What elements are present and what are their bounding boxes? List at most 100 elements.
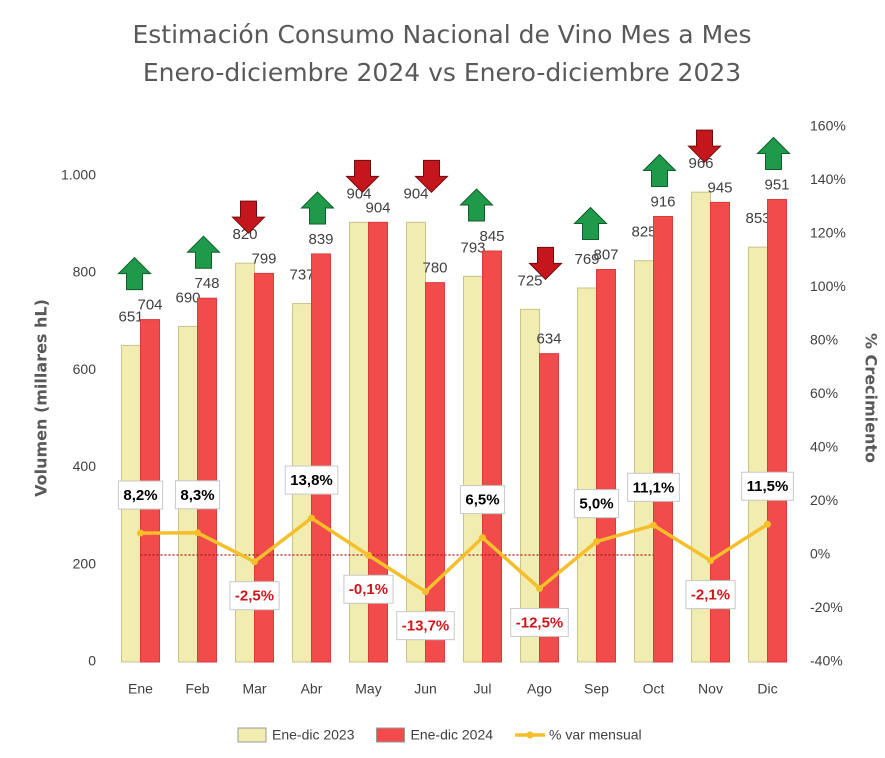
legend-swatch xyxy=(376,727,406,743)
pct-label-group: -2,5% xyxy=(229,581,280,611)
bar-value-label: 904 xyxy=(403,185,428,202)
bar xyxy=(311,253,331,663)
x-tick-label: Dic xyxy=(757,681,777,697)
y2-tick-label: 160% xyxy=(810,118,846,134)
pct-label: 11,5% xyxy=(747,478,789,495)
line-point xyxy=(479,534,486,542)
trend-arrow xyxy=(642,153,677,187)
line-point xyxy=(764,520,771,528)
bar xyxy=(254,272,274,663)
legend-label: % var mensual xyxy=(549,727,642,743)
bar-value-label: 690 xyxy=(175,289,200,306)
y-tick-label: 0 xyxy=(88,653,96,669)
trend-arrow xyxy=(687,129,722,163)
legend-label: Ene-dic 2023 xyxy=(272,727,355,743)
pct-label-group: -2,1% xyxy=(685,580,736,610)
bar-value-label: 793 xyxy=(460,239,485,256)
pct-label-box xyxy=(229,581,280,611)
pct-label-group: -12,5% xyxy=(510,607,569,637)
y2-tick-label: 140% xyxy=(810,171,846,187)
y2-tick-label: -20% xyxy=(810,599,843,615)
bar xyxy=(368,221,388,663)
x-tick-label: Nov xyxy=(698,681,723,697)
x-tick-label: May xyxy=(355,681,381,697)
chart-title: Estimación Consumo Nacional de Vino Mes … xyxy=(132,20,751,49)
line-point xyxy=(251,558,258,566)
bar-value-label: 737 xyxy=(289,267,314,284)
y2-tick-label: 100% xyxy=(810,278,846,294)
bar-value-label: 839 xyxy=(308,231,333,248)
bar-value-label: 945 xyxy=(707,179,732,196)
pct-label-box xyxy=(284,465,339,495)
pct-label-group: 6,5% xyxy=(459,485,506,515)
line-point xyxy=(365,551,372,559)
pct-label-group: -0,1% xyxy=(343,574,394,604)
y-axis-title: Volumen (millares hL) xyxy=(32,299,51,497)
y2-tick-label: 120% xyxy=(810,225,846,241)
y-tick-label: 800 xyxy=(73,264,97,280)
bar xyxy=(596,269,616,663)
pct-label-box xyxy=(396,611,455,641)
pct-label: -13,7% xyxy=(402,618,450,635)
bar-value-label: 651 xyxy=(118,308,143,325)
pct-label-box xyxy=(174,480,221,510)
bar-value-label: 853 xyxy=(745,210,770,227)
y2-tick-label: 0% xyxy=(810,546,830,562)
pct-label-box xyxy=(627,472,680,502)
legend-swatch xyxy=(526,731,534,739)
bar-value-label: 769 xyxy=(574,251,599,268)
pct-label-group: -13,7% xyxy=(396,611,455,641)
pct-label: -12,5% xyxy=(516,614,564,631)
line-point xyxy=(308,514,315,522)
pct-label-box xyxy=(685,580,736,610)
pct-label-box xyxy=(343,574,394,604)
legend-item: Ene-dic 2023 xyxy=(237,727,355,743)
trend-arrow xyxy=(459,188,494,222)
line-point xyxy=(137,529,144,537)
bar-value-label: 951 xyxy=(764,176,789,193)
bar-value-label: 807 xyxy=(593,246,618,263)
pct-label-group: 13,8% xyxy=(284,465,339,495)
pct-label-box xyxy=(741,471,794,501)
bar xyxy=(634,260,654,663)
pct-label-group: 8,3% xyxy=(174,480,221,510)
x-tick-label: Jun xyxy=(414,681,437,697)
bar-value-label: 780 xyxy=(422,260,447,277)
y2-tick-label: 80% xyxy=(810,332,838,348)
y-tick-label: 400 xyxy=(73,458,97,474)
line-point xyxy=(422,588,429,596)
pct-label: -0,1% xyxy=(349,581,388,598)
bar xyxy=(197,297,217,663)
x-tick-label: Abr xyxy=(301,681,323,697)
bar-value-label: 725 xyxy=(517,272,542,289)
trend-arrow xyxy=(528,246,563,281)
pct-label-box xyxy=(510,607,569,637)
x-tick-label: Jul xyxy=(474,681,492,697)
line-point xyxy=(536,584,543,592)
bar-value-label: 904 xyxy=(365,199,390,216)
line-point xyxy=(194,529,201,537)
bar xyxy=(653,215,673,663)
line-point xyxy=(593,538,600,546)
trend-arrow xyxy=(117,256,152,291)
legend-swatch xyxy=(237,727,267,743)
line-point xyxy=(707,557,714,565)
x-tick-label: Oct xyxy=(643,681,665,697)
pct-label-box xyxy=(573,489,620,519)
y-tick-label: 1.000 xyxy=(61,166,96,182)
pct-label: 11,1% xyxy=(633,479,675,496)
line-point xyxy=(650,521,657,529)
trend-arrow xyxy=(345,159,380,194)
pct-label: 8,2% xyxy=(123,487,157,504)
trend-arrow xyxy=(186,235,221,269)
line-series xyxy=(140,515,769,594)
pct-label-group: 11,1% xyxy=(627,472,680,502)
legend-label: Ene-dic 2024 xyxy=(411,727,494,743)
trend-arrow xyxy=(300,191,335,225)
y-tick-label: 600 xyxy=(73,361,97,377)
legend-item: % var mensual xyxy=(515,727,642,743)
pct-label: -2,5% xyxy=(235,588,274,605)
bar-value-label: 634 xyxy=(536,331,561,348)
x-tick-label: Ene xyxy=(128,681,153,697)
